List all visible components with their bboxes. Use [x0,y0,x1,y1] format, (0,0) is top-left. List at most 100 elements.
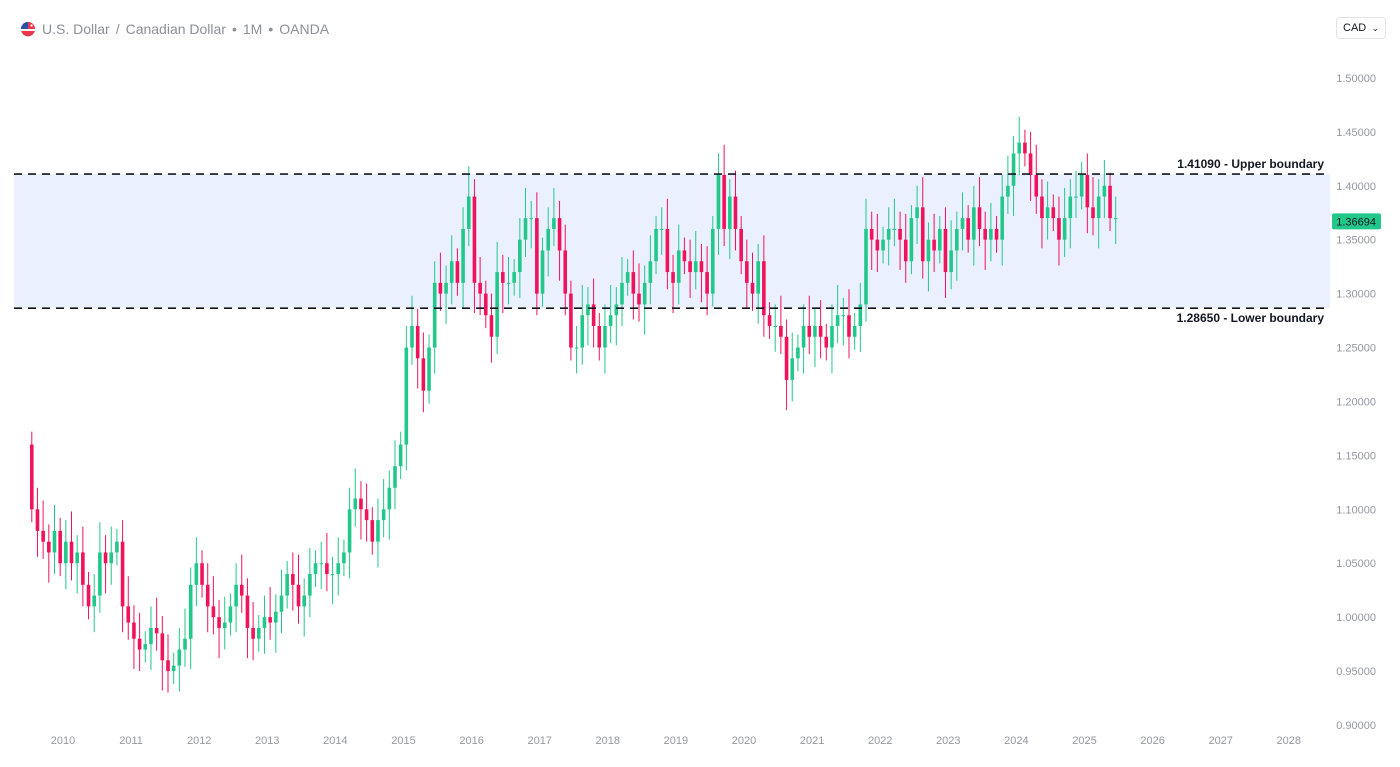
candle-body [1108,185,1112,219]
candle-body [1034,174,1039,197]
candle-body [960,218,965,229]
candle-body [81,552,85,585]
candle-body [512,272,516,283]
candle-body [194,563,199,585]
candle-body [302,595,306,607]
candle-body [693,261,698,273]
y-tick-label: 1.40000 [1336,181,1376,193]
candle-body [801,325,806,348]
candle-body [784,336,789,380]
candle-body [325,563,329,575]
candle-body [217,617,221,628]
candle-body [41,530,45,542]
candle-body [256,627,261,639]
candle-body [376,520,380,542]
candle-body [881,239,885,251]
x-tick-label: 2018 [596,735,620,747]
candle-body [415,325,420,359]
candle-body [115,541,119,553]
candle-body [1074,196,1078,198]
candle-body [750,282,755,294]
candle-body [296,584,301,607]
candle-body [620,282,624,305]
candle-body [171,665,176,672]
candle-body [932,239,936,251]
candle-body [149,627,153,645]
candle-body [955,228,959,251]
x-tick-label: 2013 [255,735,279,747]
candle-body [540,250,545,294]
candle-body [699,261,704,273]
candle-body [552,218,556,229]
candle-body [109,552,114,564]
x-tick-label: 2026 [1140,735,1164,747]
candle-body [58,530,62,564]
candle-body [120,541,125,607]
candle-body [1096,196,1101,219]
candle-body [966,218,970,240]
interval-label[interactable]: 1M [242,21,263,37]
candle-body [648,261,653,283]
x-tick-label: 2015 [391,735,415,747]
x-tick-label: 2017 [527,735,551,747]
candle-body [449,261,454,283]
candle-body [841,315,846,317]
candle-body [1113,218,1118,220]
y-tick-label: 1.00000 [1336,612,1376,624]
candle-body [137,638,142,650]
candle-body [291,574,295,585]
candle-body [869,228,874,240]
candle-body [937,228,942,251]
y-tick-label: 0.95000 [1336,666,1376,678]
candle-body [370,520,375,542]
candle-body [546,228,551,251]
candle-body [813,325,817,337]
candle-body [92,595,97,607]
candle-body [410,325,414,348]
candle-body [1028,153,1033,175]
candle-body [489,315,494,337]
y-tick-label: 1.35000 [1336,235,1376,247]
candle-body [1062,218,1067,240]
candle-body [483,293,488,316]
base-currency-name: U.S. Dollar [42,21,110,37]
candle-body [330,574,335,576]
currency-select[interactable]: CAD ⌄ [1336,17,1386,39]
candle-body [614,304,619,316]
candle-body [642,282,647,305]
candle-body [580,315,585,348]
y-tick-label: 1.20000 [1336,396,1376,408]
candle-body [421,358,426,391]
candle-body [796,347,800,359]
candle-body [1000,196,1005,240]
candle-body [716,174,721,229]
candle-body [228,606,233,623]
y-tick-label: 1.25000 [1336,343,1376,355]
x-tick-label: 2023 [936,735,960,747]
candle-body [563,250,568,294]
candle-body [631,272,636,294]
candle-body [920,207,925,262]
candle-body [762,261,766,316]
candle-body [654,228,658,262]
current-price-tag [1332,213,1381,230]
candle-body [1011,153,1016,186]
candle-body [569,293,573,348]
x-tick-label: 2010 [51,735,75,747]
candle-body [875,239,880,251]
candle-body [211,606,216,618]
candle-body [364,509,369,521]
x-tick-label: 2012 [187,735,211,747]
candle-body [501,272,505,283]
candle-body [35,509,40,531]
candle-body [1085,174,1090,208]
candle-body [591,304,596,326]
candle-body [308,574,312,596]
candle-body [347,509,352,553]
candle-body [898,228,902,240]
candle-body [608,315,613,326]
candle-body [733,196,738,229]
range-band [14,174,1330,309]
candle-body [466,196,471,229]
